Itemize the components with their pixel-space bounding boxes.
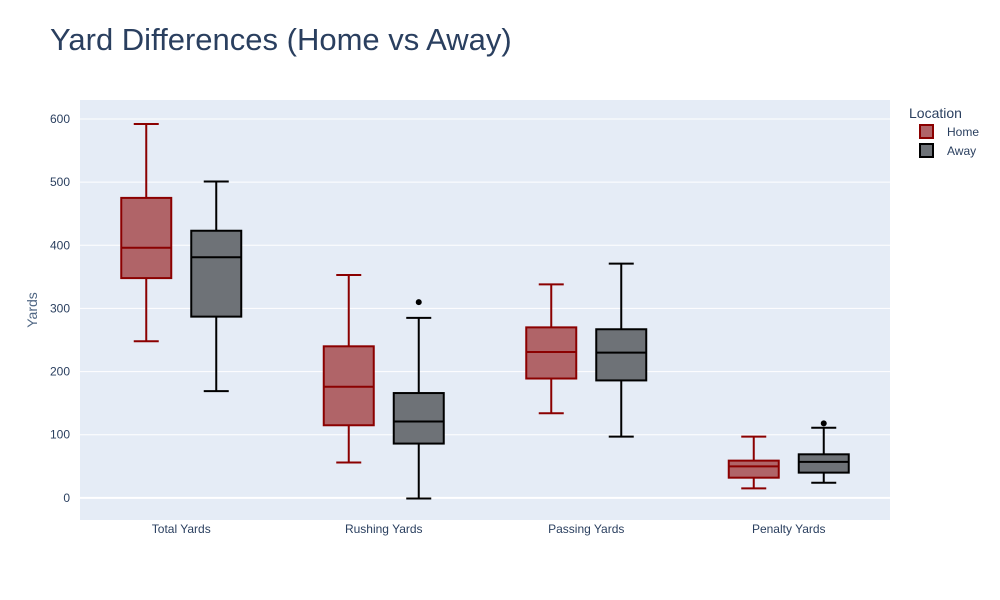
box-series bbox=[120, 123, 850, 500]
y-tick-label: 500 bbox=[50, 175, 70, 189]
legend-title: Location bbox=[909, 105, 962, 121]
iqr-box bbox=[190, 229, 243, 318]
legend-swatch bbox=[919, 124, 934, 139]
series-home bbox=[120, 123, 780, 490]
box-away bbox=[797, 420, 850, 484]
box-home bbox=[120, 123, 173, 343]
y-tick-label: 600 bbox=[50, 112, 70, 126]
y-tick-label: 200 bbox=[50, 365, 70, 379]
legend-item-away[interactable]: Away bbox=[919, 143, 976, 158]
y-tick-label: 400 bbox=[50, 238, 70, 252]
x-axis-ticks: Total Yards Rushing Yards Passing Yards Pen… bbox=[152, 522, 826, 536]
y-axis-ticks: 0 100 200 300 400 500 600 bbox=[50, 112, 70, 505]
legend-swatch bbox=[919, 143, 934, 158]
box-home bbox=[525, 283, 578, 415]
chart-title: Yard Differences (Home vs Away) bbox=[50, 22, 512, 57]
outlier-point bbox=[820, 420, 827, 427]
legend-label: Away bbox=[947, 144, 976, 158]
x-tick-label: Total Yards bbox=[152, 522, 211, 536]
y-axis-title: Yards bbox=[24, 292, 40, 328]
iqr-box bbox=[392, 392, 445, 445]
iqr-box bbox=[120, 196, 173, 280]
outlier-point bbox=[415, 299, 422, 306]
box-away bbox=[595, 262, 648, 438]
box-home bbox=[322, 273, 375, 464]
iqr-box bbox=[595, 328, 648, 382]
x-tick-label: Passing Yards bbox=[548, 522, 624, 536]
x-tick-label: Rushing Yards bbox=[345, 522, 423, 536]
box-away bbox=[392, 299, 445, 500]
series-away bbox=[190, 180, 850, 500]
box-home bbox=[727, 435, 780, 490]
legend-item-home[interactable]: Home bbox=[919, 124, 979, 139]
y-tick-label: 100 bbox=[50, 428, 70, 442]
legend[interactable]: Location Home Away bbox=[909, 105, 979, 158]
iqr-box bbox=[797, 453, 850, 474]
y-tick-label: 0 bbox=[63, 491, 70, 505]
y-tick-label: 300 bbox=[50, 301, 70, 315]
x-tick-label: Penalty Yards bbox=[752, 522, 826, 536]
iqr-box bbox=[727, 459, 780, 479]
legend-label: Home bbox=[947, 125, 979, 139]
box-away bbox=[190, 180, 243, 393]
